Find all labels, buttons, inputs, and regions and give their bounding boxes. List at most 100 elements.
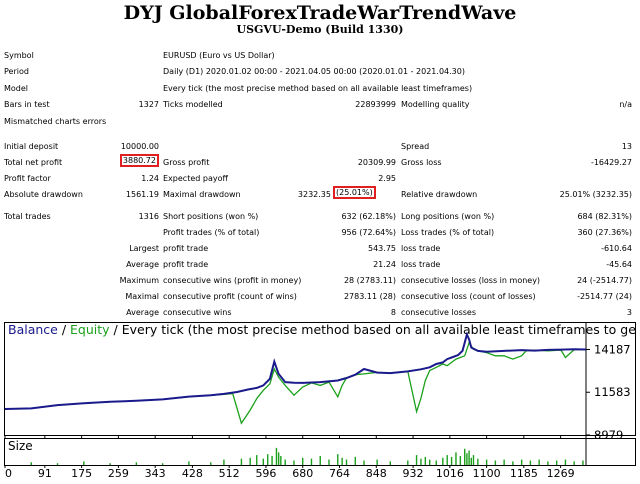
volume-bar [256, 455, 258, 465]
volume-bar [280, 456, 282, 465]
volume-bar [277, 452, 280, 465]
balance-line [4, 331, 587, 410]
volume-bar [455, 452, 457, 465]
x-tick-label: 0 [5, 467, 12, 480]
max-dd-pct-highlight: (25.01%) [333, 186, 376, 199]
x-tick-label: 1269 [547, 467, 575, 480]
rel-dd-value: 25.01% (3232.35) [559, 190, 632, 199]
gross-profit-label: Gross profit [163, 158, 210, 167]
volume-bar [459, 456, 462, 465]
x-tick-label: 175 [71, 467, 92, 480]
volume-bar [223, 459, 225, 465]
volume-bar [466, 453, 468, 465]
avg-cons-losses-label: consecutive losses [401, 308, 477, 317]
maximal-cons-profit-value: 2783.11 (28) [343, 292, 396, 301]
profit-trades-value: 956 (72.64%) [341, 228, 396, 237]
profit-trades-label: Profit trades (% of total) [163, 228, 260, 237]
volume-bar [520, 459, 523, 465]
x-tick-label: 848 [366, 467, 387, 480]
volume-bar [564, 459, 567, 465]
volume-bar [30, 462, 32, 465]
x-tick-label: 512 [219, 467, 240, 480]
largest-label: Largest [129, 244, 159, 253]
average-label: Average [126, 260, 159, 269]
model-label: Model [4, 84, 29, 93]
average-profit-label: profit trade [163, 260, 209, 269]
gross-loss-value: -16429.27 [590, 158, 632, 167]
volume-bar [135, 462, 138, 465]
volume-bar [337, 454, 339, 465]
x-tick-label: 1100 [473, 467, 501, 480]
volume-bar [83, 461, 85, 465]
max-dd-pct: (25.01%) [333, 186, 376, 199]
volume-bar [547, 461, 549, 465]
rel-dd-label: Relative drawdown [401, 190, 478, 199]
model-value: Every tick (the most precise method base… [163, 84, 473, 93]
x-tick-label: 680 [292, 467, 313, 480]
legend-rest: / Every tick (the most precise method ba… [110, 322, 636, 337]
report-title: DYJ GlobalForexTradeWarTrendWave [123, 2, 517, 24]
volume-bar [302, 457, 304, 465]
spread-value: 13 [621, 142, 632, 151]
volume-bar [555, 460, 558, 465]
volume-bar [435, 460, 437, 465]
bars-label: Bars in test [4, 100, 50, 109]
volume-bar [538, 459, 540, 465]
average-loss-label: loss trade [401, 260, 441, 269]
volume-bar [271, 456, 273, 465]
total-trades-label: Total trades [4, 212, 51, 221]
report-subtitle: USGVU-Demo (Build 1330) [236, 23, 404, 36]
legend-text: Balance / Equity / Every tick (the most … [8, 322, 636, 337]
max-cons-wins-label: consecutive wins (profit in money) [163, 276, 302, 285]
volume-bar [573, 461, 575, 465]
volume-bar [310, 458, 313, 465]
volume-bar [345, 459, 348, 465]
volume-bar [319, 456, 321, 465]
volume-bar [477, 458, 479, 465]
volume-bar [468, 450, 470, 465]
max-cons-losses-label: consecutive losses (loss in money) [401, 276, 541, 285]
volume-bar [494, 460, 497, 465]
volume-bar [512, 461, 514, 465]
expected-payoff-label: Expected payoff [163, 174, 228, 183]
x-tick-label: 343 [145, 467, 166, 480]
volume-bar [472, 455, 475, 465]
y-tick-label: 14187 [594, 342, 631, 356]
chart-frame [4, 322, 636, 436]
volume-bar [446, 455, 448, 465]
ticks-value: 22893999 [355, 100, 396, 109]
max-dd-label: Maximal drawdown [163, 190, 241, 199]
volume-bar [389, 461, 391, 465]
avg-cons-wins-label: consecutive wins [163, 308, 232, 317]
volume-bar [442, 457, 444, 465]
volume-bar [262, 458, 265, 465]
average-profit-value: 21.24 [373, 260, 396, 269]
maximal-label: Maximal [125, 292, 159, 301]
legend-balance: Balance [8, 322, 58, 337]
volume-bar [161, 463, 164, 465]
volume-bar [109, 463, 111, 465]
volume-bar [249, 457, 251, 465]
maximal-cons-profit-label: consecutive profit (count of wins) [163, 292, 297, 301]
short-label: Short positions (won %) [163, 212, 259, 221]
short-value: 632 (62.18%) [341, 212, 396, 221]
volume-bar [529, 460, 532, 465]
legend-sep: / [58, 322, 70, 337]
long-label: Long positions (won %) [401, 212, 495, 221]
volume-bar [363, 460, 365, 465]
volume-bar [341, 457, 343, 465]
volume-bar [470, 457, 472, 465]
volume-bar [293, 460, 295, 465]
abs-dd-label: Absolute drawdown [4, 190, 83, 199]
max-cons-losses-value: 24 (-2514.77) [577, 276, 632, 285]
symbol-label: Symbol [4, 51, 34, 60]
expected-payoff-value: 2.95 [378, 174, 396, 183]
volume-bar [407, 460, 409, 465]
volume-bar [188, 461, 190, 465]
symbol-value: EURUSD (Euro vs US Dollar) [163, 51, 275, 60]
average-loss-value: -45.64 [606, 260, 632, 269]
volume-bar [450, 456, 453, 465]
largest-profit-value: 543.75 [368, 244, 396, 253]
largest-profit-label: profit trade [163, 244, 209, 253]
max-cons-wins-value: 28 (2783.11) [343, 276, 396, 285]
